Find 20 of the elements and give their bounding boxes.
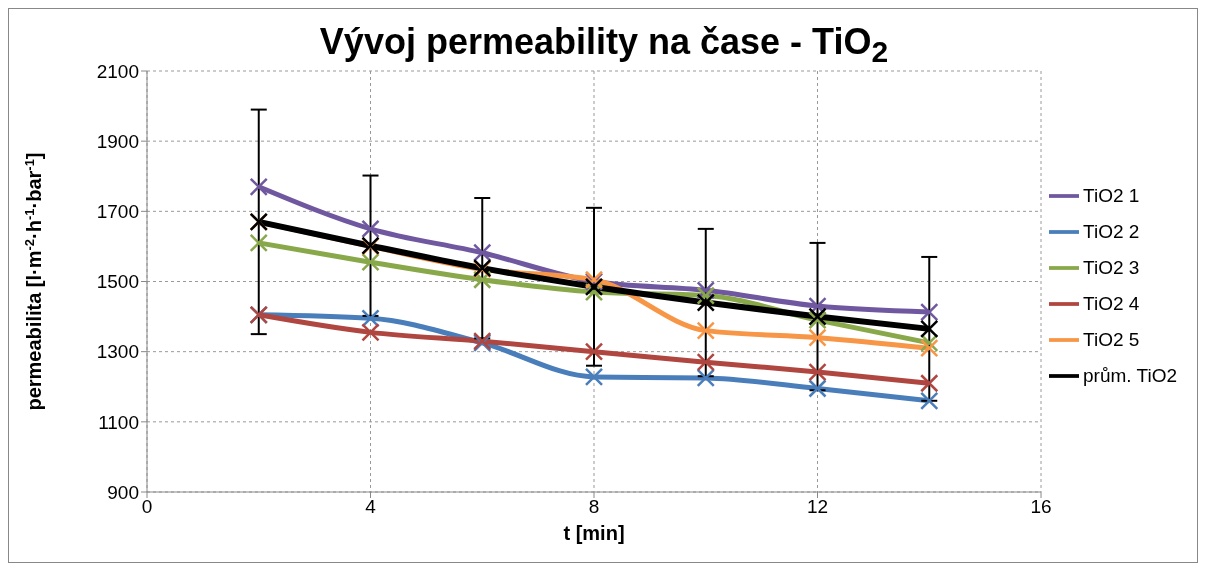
y-tick-label: 2100: [96, 60, 139, 82]
legend-label: TiO2 2: [1083, 220, 1140, 242]
y-tick-label: 1500: [96, 271, 139, 293]
y-tick-label: 1100: [98, 411, 139, 433]
y-tick-label: 900: [107, 481, 139, 503]
x-tick-label: 16: [1030, 496, 1052, 518]
legend-label: TiO2 3: [1083, 256, 1140, 278]
y-tick-label: 1300: [96, 341, 139, 363]
y-tick-label: 1700: [96, 201, 139, 223]
legend-label: TiO2 5: [1083, 328, 1140, 350]
y-tick-label: 1900: [96, 130, 139, 152]
x-tick-label: 4: [365, 496, 377, 518]
x-tick-label: 0: [141, 496, 153, 518]
x-tick-label: 12: [806, 496, 829, 518]
chart-title: Vývoj permeability na čase - TiO$_{2}$: [319, 21, 889, 69]
legend-label: TiO2 1: [1083, 184, 1140, 206]
x-axis-title: t [min]: [563, 522, 625, 544]
legend-label: prům. TiO2: [1083, 364, 1177, 386]
legend-label: TiO2 4: [1083, 292, 1140, 314]
x-tick-label: 8: [588, 496, 600, 518]
